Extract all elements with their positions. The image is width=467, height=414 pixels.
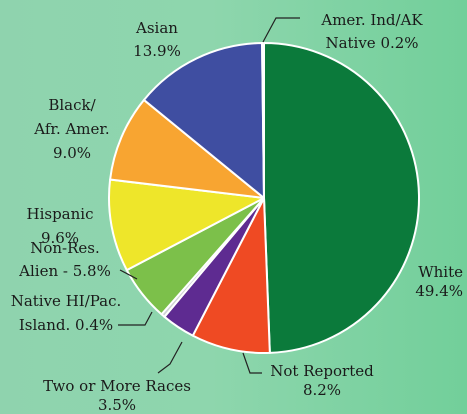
leader-line-non-res (119, 269, 138, 280)
non-res-label-value: Alien - 5.8% (18, 262, 111, 280)
two-or-more-label-name: Two or More Races (43, 377, 191, 395)
asian-label-value: 13.9% (133, 42, 181, 60)
pie-slice-asian (142, 42, 265, 199)
hispanic-label-value: 9.6% (41, 229, 79, 247)
not-reported-label-value: 8.2% (303, 381, 341, 399)
black-label-value: Afr. Amer. (33, 120, 109, 138)
non-res-label-name: Non-Res. (30, 239, 100, 257)
two-or-more-label-value: 3.5% (98, 396, 136, 414)
black-label-name: Black/ (48, 96, 96, 114)
not-reported-label-name: Not Reported (270, 362, 374, 380)
pie-slice-hispanic (107, 178, 265, 272)
asian-label-name: Asian (135, 19, 178, 37)
leader-line-not-reported (242, 352, 262, 374)
pie-slice-black-afr-amer (109, 98, 265, 199)
pie-slices (107, 41, 420, 354)
native-hi-label-name: Native HI/Pac. (11, 292, 122, 310)
leader-line-two-or-more (157, 341, 183, 374)
amer-ind-label-value: Native 0.2% (325, 34, 418, 52)
hispanic-label-name: Hispanic (27, 205, 94, 223)
pie-slice-white (263, 42, 420, 354)
white-label-name: White (418, 263, 463, 281)
black-label-percent: 9.0% (53, 144, 91, 162)
leader-line-amer-ind (262, 17, 300, 43)
amer-ind-label-name: Amer. Ind/AK (320, 11, 423, 29)
white-label-value: 49.4% (415, 282, 463, 300)
native-hi-label-value: Island. 0.4% (19, 316, 113, 334)
pie-slice-amer-ind-ak-native (261, 41, 265, 199)
leader-line-native-hi (118, 311, 153, 326)
